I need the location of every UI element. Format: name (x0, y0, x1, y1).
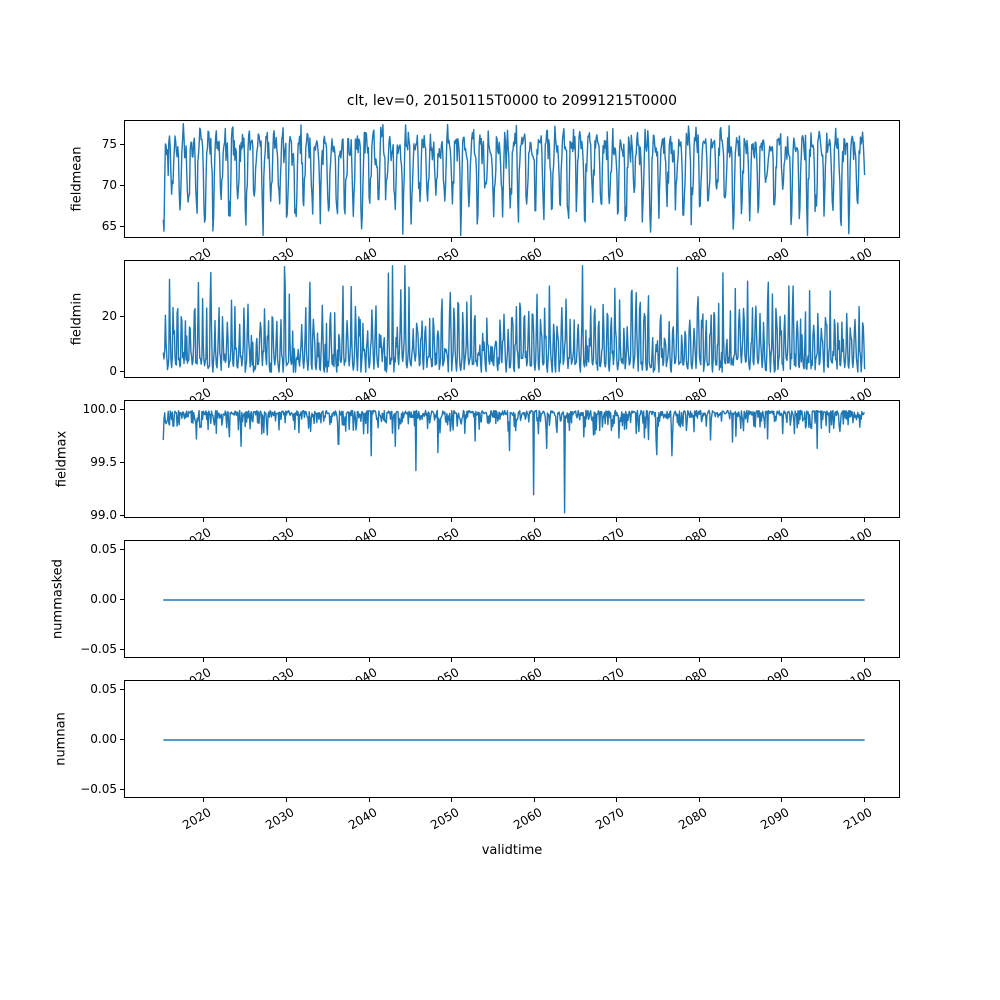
y-tick-label: 0.00 (90, 592, 117, 606)
x-tick-mark (698, 518, 700, 522)
y-tick-mark (120, 548, 124, 550)
x-tick-mark (533, 518, 535, 522)
x-tick-mark (781, 378, 783, 382)
x-tick-mark (368, 238, 370, 242)
y-tick-label: 99.0 (90, 507, 117, 522)
y-tick-mark (120, 316, 124, 317)
x-tick-mark (368, 798, 370, 802)
x-tick-mark (203, 658, 205, 662)
x-tick-mark (864, 798, 865, 802)
x-tick-mark (203, 378, 205, 382)
y-tick-mark (120, 649, 124, 651)
x-tick-mark (864, 518, 865, 522)
x-tick-mark (781, 798, 783, 802)
y-tick-mark (120, 462, 124, 464)
x-tick-mark (451, 238, 453, 242)
x-tick-label: 2020 (180, 805, 214, 833)
y-tick-label: 75 (101, 137, 117, 151)
x-tick-mark (451, 658, 453, 662)
y-tick-mark (120, 226, 124, 228)
axes-fieldmax (124, 400, 900, 518)
x-tick-mark (368, 378, 370, 382)
x-tick-mark (864, 658, 865, 662)
x-tick-mark (533, 378, 535, 382)
y-tick-mark (120, 144, 124, 145)
y-tick-mark (120, 514, 124, 516)
x-tick-mark (864, 238, 865, 242)
x-tick-mark (451, 798, 453, 802)
x-tick-mark (698, 378, 700, 382)
y-tick-label: 20 (101, 309, 117, 323)
y-tick-label: 70 (101, 178, 117, 193)
x-tick-mark (203, 238, 205, 242)
x-tick-mark (616, 378, 618, 382)
fieldmin-line (162, 265, 866, 373)
x-tick-layer: 2020 2030 2040 2050 2060 2070 2080 2090 2100 (124, 518, 900, 562)
axes-fieldmean (124, 120, 900, 238)
x-tick-layer: 2020 2030 2040 2050 2060 2070 2080 2090 2100 (124, 238, 900, 282)
x-tick-mark (781, 238, 783, 242)
x-tick-label: 2080 (675, 805, 710, 833)
y-tick-mark (120, 789, 124, 791)
axes-fieldmin (124, 260, 900, 378)
x-axis-label: validtime (481, 843, 543, 858)
fieldmax-line (162, 409, 865, 514)
x-tick-mark (368, 658, 370, 662)
y-tick-label: 0 (109, 364, 117, 379)
y-tick-mark (120, 599, 124, 600)
y-tick-label: 99.5 (90, 455, 117, 470)
x-tick-mark (616, 658, 618, 662)
fieldmean-line (162, 122, 866, 237)
y-tick-mark (120, 739, 124, 740)
x-tick-label: 2030 (262, 805, 297, 833)
y-tick-mark (120, 688, 124, 690)
x-tick-layer: 2020 2030 2040 2050 2060 2070 2080 2090 2100 (124, 378, 900, 422)
x-tick-label: 2050 (428, 805, 462, 833)
x-tick-mark (533, 238, 535, 242)
y-tick-label: 0.05 (90, 681, 117, 696)
x-tick-mark (285, 798, 287, 802)
y-tick-mark (120, 409, 124, 411)
x-tick-mark (285, 518, 287, 522)
y-tick-label: −0.05 (80, 642, 117, 657)
x-tick-mark (781, 658, 783, 662)
x-tick-mark (368, 518, 370, 522)
y-tick-mark (120, 185, 124, 187)
y-tick-mark (120, 371, 124, 373)
y-tick-label: 65 (101, 219, 117, 234)
y-tick-label: 100.0 (82, 402, 117, 417)
x-tick-mark (533, 798, 535, 802)
x-tick-mark (533, 658, 535, 662)
x-tick-label: 2090 (758, 805, 792, 833)
x-tick-mark (616, 238, 618, 242)
y-tick-label: 0.05 (90, 541, 117, 556)
x-tick-mark (698, 658, 700, 662)
x-tick-mark (451, 378, 453, 382)
axes-nummasked (124, 540, 900, 658)
x-tick-layer: 2020 2030 2040 2050 2060 2070 2080 2090 2100 (124, 798, 900, 842)
x-tick-mark (616, 798, 618, 802)
x-tick-mark (864, 378, 865, 382)
x-tick-mark (781, 518, 783, 522)
x-tick-label: 2060 (510, 805, 545, 833)
x-tick-mark (285, 658, 287, 662)
x-tick-mark (698, 238, 700, 242)
x-tick-mark (203, 518, 205, 522)
x-tick-mark (203, 798, 205, 802)
x-tick-mark (285, 238, 287, 242)
x-tick-label: 2040 (345, 805, 380, 833)
y-tick-label: −0.05 (80, 782, 117, 797)
x-tick-mark (698, 798, 700, 802)
axes-numnan (124, 680, 900, 798)
x-tick-mark (451, 518, 453, 522)
x-tick-mark (285, 378, 287, 382)
y-tick-label: 0.00 (90, 732, 117, 746)
x-tick-mark (616, 518, 618, 522)
chart-title: clt, lev=0, 20150115T0000 to 20991215T00… (346, 93, 678, 109)
x-tick-layer: 2020 2030 2040 2050 2060 2070 2080 2090 2100 (124, 658, 900, 702)
x-tick-label: 2100 (841, 805, 875, 833)
x-tick-label: 2070 (593, 805, 627, 833)
